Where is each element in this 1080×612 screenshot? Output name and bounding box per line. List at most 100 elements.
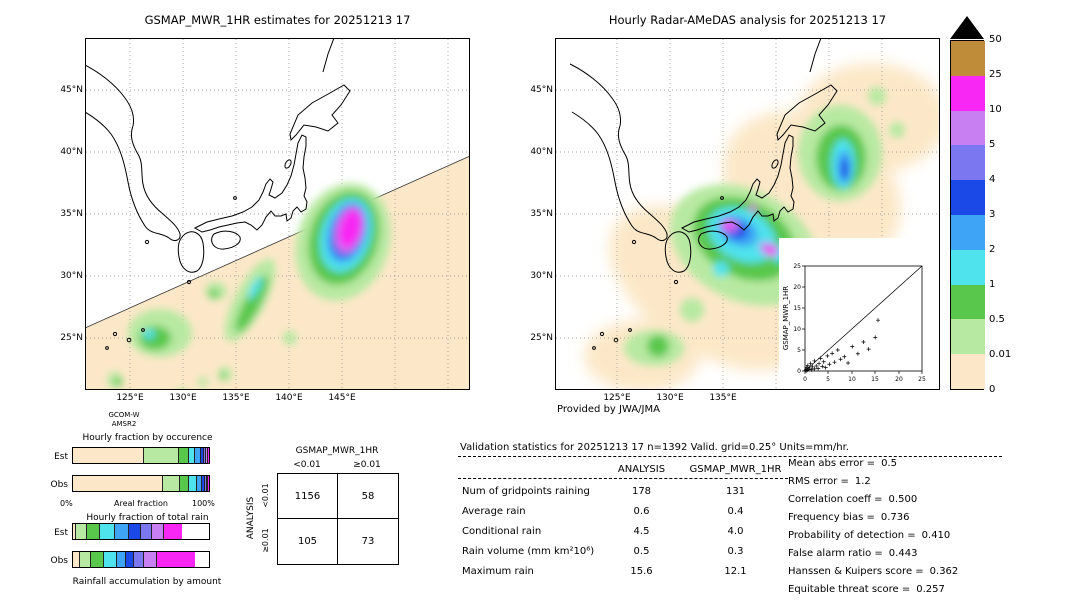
scatter-point (873, 335, 878, 340)
scatter-point (832, 360, 837, 365)
scatter-point (861, 340, 866, 345)
bar-segment (140, 524, 152, 539)
colorbar-tick-label: 1 (989, 279, 996, 290)
contingency-table: 1156 58 105 73 (277, 473, 399, 565)
stat-value-analysis: 0.6 (633, 506, 650, 517)
scatter-point (850, 344, 855, 349)
colorbar-segment (951, 180, 985, 215)
lat-tick-label: 25°N (530, 333, 553, 343)
score-line: Frequency bias = 0.736 (788, 512, 910, 523)
contingency-cell: 1156 (278, 474, 338, 519)
stat-row-label: Maximum rain (462, 566, 534, 577)
score-value: 0.257 (916, 584, 945, 595)
colorbar-segment (951, 319, 985, 355)
gsmap-estimates-map (85, 38, 470, 390)
scatter-point (825, 353, 830, 358)
inset-x-tick: 15 (871, 376, 879, 383)
colorbar-labels: 50 25 10 5 4 3 2 1 0.5 0.01 0 (989, 34, 1029, 395)
lon-tick-label: 125°E (603, 393, 631, 403)
scatter-point (808, 361, 813, 366)
bar-segment (206, 476, 208, 491)
bar-segment (207, 448, 209, 463)
bar-segment (195, 448, 201, 463)
swath-edge-line (86, 156, 469, 328)
stat-value-gsmap: 12.1 (724, 566, 747, 577)
scatter-point (805, 363, 810, 368)
bar-segment (151, 524, 165, 539)
stat-value-gsmap: 131 (725, 486, 746, 497)
validation-col-gsmap: GSMAP_MWR_1HR (689, 464, 782, 475)
scatter-point (816, 366, 821, 371)
colorbar-tick-label: 50 (989, 34, 1002, 45)
bar-segment (104, 552, 117, 567)
bar-segment (75, 524, 87, 539)
scatter-point (855, 351, 860, 356)
bar-segment (180, 476, 190, 491)
scatter-point (817, 361, 822, 366)
score-value: 0.5 (881, 458, 897, 469)
scatter-point (810, 364, 815, 369)
areal-fraction-min: 0% (60, 499, 73, 508)
bar-segment (204, 448, 207, 463)
inset-y-tick: 10 (793, 326, 801, 333)
lon-tick-label: 145°E (328, 393, 356, 403)
scatter-point (820, 364, 825, 369)
colorbar-tick-label: 4 (989, 174, 996, 185)
contingency-col-label: ≥0.01 (353, 460, 381, 470)
score-label: Equitable threat score = (788, 584, 911, 595)
inset-xlabel: ANALYSIS (846, 388, 880, 390)
score-line: Mean abs error = 0.5 (788, 458, 897, 469)
colorbar-segment (951, 75, 985, 111)
bar-segment (128, 524, 141, 539)
bar-segment (73, 448, 144, 463)
contingency-cell: 73 (361, 536, 375, 547)
colorbar-tick-label: 3 (989, 209, 996, 220)
sensor-label: GCOM-W (108, 411, 140, 419)
right-map-title: Hourly Radar-AMeDAS analysis for 2025121… (608, 13, 887, 27)
colorbar-tick-label: 10 (989, 104, 1002, 115)
scatter-point (876, 318, 881, 323)
dashed-divider (458, 478, 788, 479)
stat-value-analysis: 4.5 (633, 526, 650, 537)
validation-col-analysis: ANALYSIS (617, 464, 666, 475)
occurrence-bar-est (72, 447, 210, 464)
colorbar-overflow-triangle (950, 16, 984, 39)
scatter-point (827, 362, 832, 367)
bar-segment (206, 448, 208, 463)
colorbar-segment (951, 214, 985, 250)
score-value: 0.736 (880, 512, 910, 523)
bar-segment (73, 476, 163, 491)
bar-segment (164, 524, 182, 539)
score-value: 0.500 (888, 494, 918, 505)
scatter-point (812, 358, 817, 363)
score-label: Hanssen & Kuipers score = (788, 566, 924, 577)
scatter-point (809, 367, 814, 372)
bar-segment (162, 476, 181, 491)
score-label: Mean abs error = (788, 458, 876, 469)
colorbar-tick-label: 25 (989, 69, 1002, 80)
bar-segment (204, 476, 207, 491)
bar-segment (143, 448, 180, 463)
score-line: Equitable threat score = 0.257 (788, 584, 945, 595)
colorbar-tick-label: 2 (989, 244, 996, 255)
bar-segment (126, 552, 135, 567)
score-line: Probability of detection = 0.410 (788, 530, 950, 541)
lat-tick-label: 45°N (530, 85, 553, 95)
bar-segment (189, 476, 198, 491)
stat-value-gsmap: 4.0 (727, 526, 744, 537)
scatter-point (818, 356, 823, 361)
map-frame (85, 38, 470, 390)
lon-tick-label: 130°E (169, 393, 197, 403)
inset-y-tick: 25 (793, 263, 801, 270)
radar-amedas-analysis-map: 0 5 10 15 20 25 0 5 10 15 20 25 ANALYSIS… (555, 38, 940, 390)
occurrence-bar-obs (72, 475, 210, 492)
totalrain-bar-est (72, 523, 210, 540)
contingency-row-label: <0.01 (261, 483, 270, 508)
one-to-one-line (804, 265, 923, 372)
score-value: 0.410 (921, 530, 951, 541)
stat-row-label: Average rain (462, 506, 526, 517)
stat-value-gsmap: 0.3 (727, 546, 744, 557)
score-value: 1.2 (854, 476, 871, 487)
lon-tick-label: 135°E (709, 393, 737, 403)
lon-tick-label: 130°E (656, 393, 684, 403)
